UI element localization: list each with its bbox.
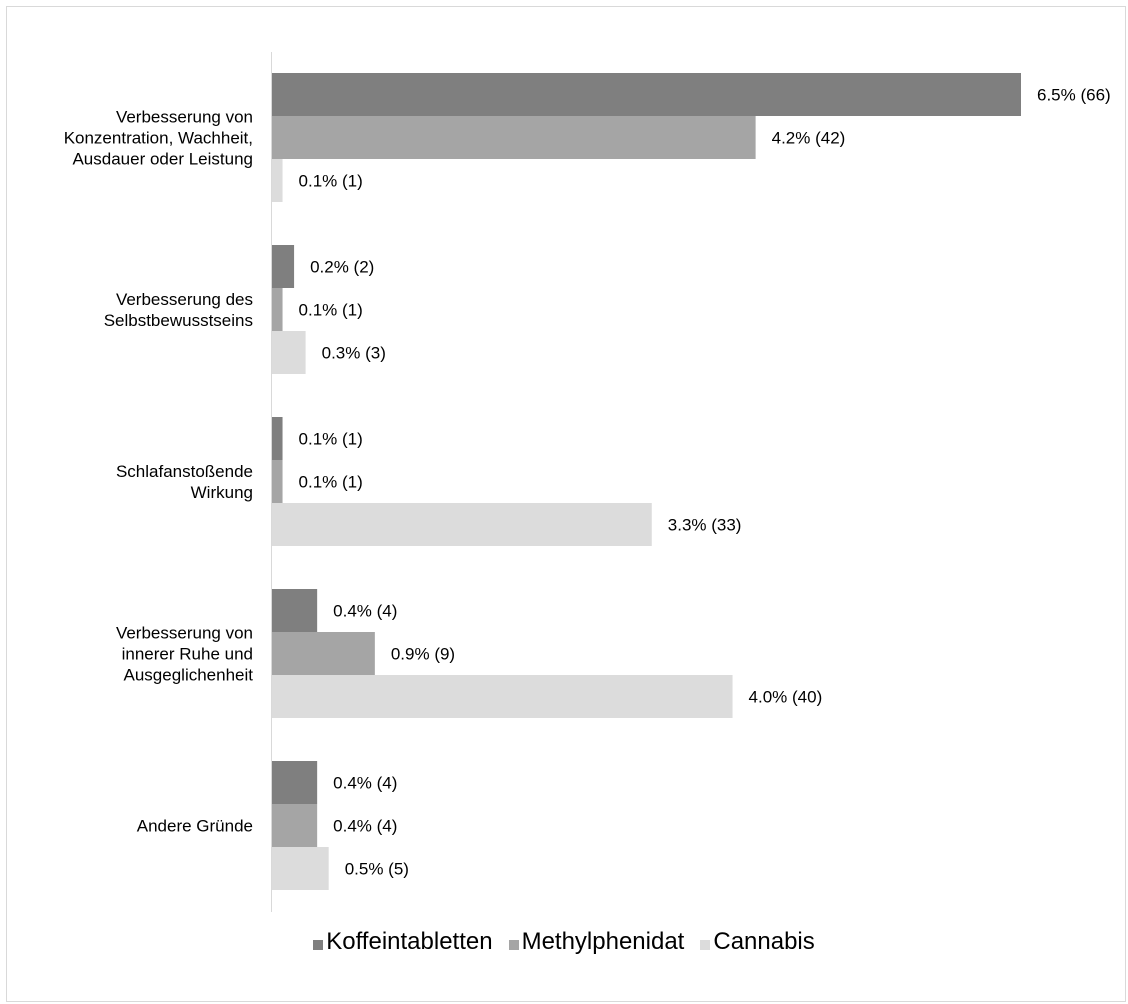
category-label-line: Ausdauer oder Leistung [72, 150, 253, 169]
bar-koffeintabletten-2 [271, 417, 283, 460]
bar-koffeintabletten-3 [271, 589, 318, 632]
category-label-line: Verbesserung des [116, 290, 253, 309]
data-label-methylphenidat-2: 0.1% (1) [299, 473, 363, 492]
bar-methylphenidat-3 [271, 632, 375, 675]
bars-layer [271, 73, 1021, 890]
bar-cannabis-3 [271, 675, 733, 718]
category-label-line: innerer Ruhe und [122, 645, 253, 664]
bar-cannabis-4 [271, 847, 329, 890]
category-label-line: Schlafanstoßende [116, 462, 253, 481]
category-label-line: Selbstbewusstseins [104, 311, 253, 330]
category-label-line: Verbesserung von [116, 624, 253, 643]
data-label-cannabis-3: 4.0% (40) [749, 688, 823, 707]
category-labels-layer: Verbesserung von Konzentration, Wachheit,… [64, 108, 254, 836]
bar-cannabis-0 [271, 159, 283, 202]
data-label-koffeintabletten-0: 6.5% (66) [1037, 86, 1111, 105]
bar-methylphenidat-4 [271, 804, 318, 847]
data-label-koffeintabletten-4: 0.4% (4) [333, 774, 397, 793]
data-label-methylphenidat-1: 0.1% (1) [299, 301, 363, 320]
legend-label: Koffeintabletten [326, 928, 493, 955]
bar-cannabis-1 [271, 331, 306, 374]
data-label-methylphenidat-4: 0.4% (4) [333, 817, 397, 836]
data-label-cannabis-4: 0.5% (5) [345, 860, 409, 879]
legend-swatch [313, 940, 324, 950]
legend-item-methylphenidat: Methylphenidat [508, 928, 685, 956]
category-label-line: Wirkung [191, 483, 253, 502]
bar-koffeintabletten-1 [271, 245, 295, 288]
legend-swatch [700, 940, 711, 950]
value-labels-layer: 6.5% (66) 4.2% (42) 0.1% (1) 0.2% (2) 0.1% (… [299, 86, 1111, 879]
bar-methylphenidat-1 [271, 288, 283, 331]
bar-koffeintabletten-4 [271, 761, 318, 804]
data-label-methylphenidat-0: 4.2% (42) [772, 129, 846, 148]
legend-label: Methylphenidat [521, 928, 685, 955]
legend-label: Cannabis [713, 928, 815, 955]
category-label-1: Verbesserung des Selbstbewusstseins [104, 290, 253, 330]
category-label-line: Andere Gründe [137, 817, 253, 836]
category-label-4: Andere Gründe [137, 817, 253, 836]
category-label-3: Verbesserung von innerer Ruhe und Ausgegli… [116, 624, 253, 685]
data-label-cannabis-2: 3.3% (33) [668, 516, 742, 535]
legend-swatch [508, 940, 519, 950]
data-label-cannabis-0: 0.1% (1) [299, 172, 363, 191]
category-label-line: Konzentration, Wachheit, [64, 129, 253, 148]
bar-methylphenidat-0 [271, 116, 756, 159]
data-label-methylphenidat-3: 0.9% (9) [391, 645, 455, 664]
data-label-koffeintabletten-2: 0.1% (1) [299, 430, 363, 449]
bar-methylphenidat-2 [271, 460, 283, 503]
category-label-2: Schlafanstoßende Wirkung [116, 462, 253, 502]
legend: Koffeintabletten Methylphenidat Cannabis [0, 928, 1128, 956]
category-label-0: Verbesserung von Konzentration, Wachheit,… [64, 108, 253, 169]
bar-koffeintabletten-0 [271, 73, 1021, 116]
category-label-line: Verbesserung von [116, 108, 253, 127]
bar-cannabis-2 [271, 503, 652, 546]
legend-item-koffeintabletten: Koffeintabletten [313, 928, 493, 956]
legend-item-cannabis: Cannabis [700, 928, 815, 956]
data-label-koffeintabletten-1: 0.2% (2) [310, 258, 374, 277]
data-label-koffeintabletten-3: 0.4% (4) [333, 602, 397, 621]
category-label-line: Ausgeglichenheit [124, 666, 254, 685]
bar-chart: 6.5% (66) 4.2% (42) 0.1% (1) 0.2% (2) 0.1% (… [64, 52, 1111, 912]
data-label-cannabis-1: 0.3% (3) [322, 344, 386, 363]
